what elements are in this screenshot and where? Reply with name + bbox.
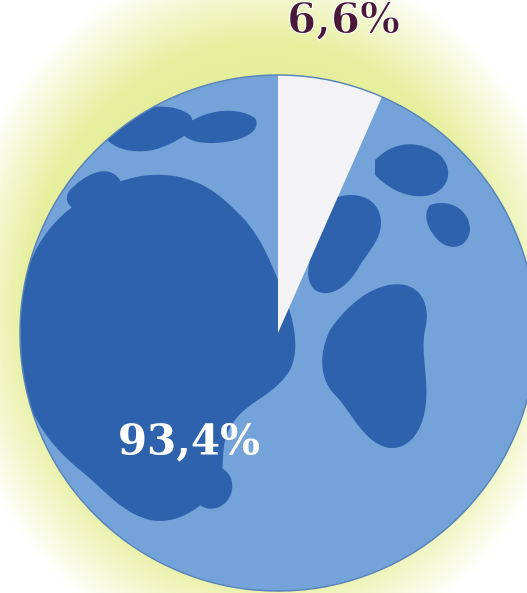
pie-slice [278, 75, 382, 333]
data-label: 93,4% [118, 415, 260, 464]
globe-outline [19, 74, 527, 592]
data-label: 6,6% [287, 0, 400, 43]
